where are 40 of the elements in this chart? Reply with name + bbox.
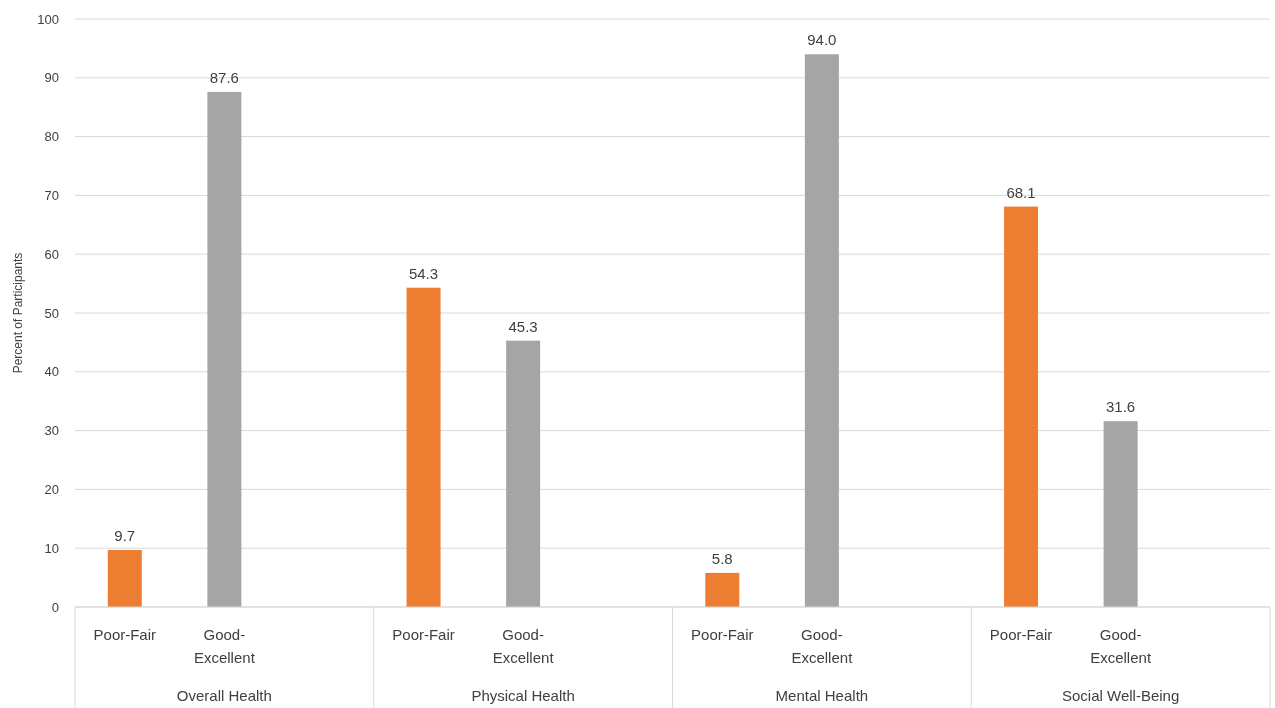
bar xyxy=(207,91,242,607)
y-tick-label: 10 xyxy=(44,540,59,556)
text: Good-Excellent xyxy=(193,626,255,666)
y-tick-label: 0 xyxy=(51,599,59,615)
text: 5.8 xyxy=(711,549,733,567)
y-tick-label: 90 xyxy=(44,70,59,86)
y-tick-label: 40 xyxy=(44,364,59,380)
text: Poor-Fair xyxy=(691,626,754,643)
text: 31.6 xyxy=(1106,398,1136,416)
bar xyxy=(705,572,740,607)
series-label: Good-Excellent xyxy=(1090,626,1152,666)
y-tick-label: 60 xyxy=(44,246,59,262)
bar xyxy=(406,287,441,607)
y-tick-label: 80 xyxy=(44,129,59,145)
y-tick-label: 30 xyxy=(44,423,59,439)
x-tick-label: Overall Health xyxy=(176,687,272,704)
text: Good-Excellent xyxy=(492,626,554,666)
text: Poor-Fair xyxy=(989,626,1053,643)
y-tick-label: 50 xyxy=(44,305,59,321)
text: 87.6 xyxy=(209,68,239,86)
y-tick-label: 100 xyxy=(37,11,59,27)
bar xyxy=(1103,421,1138,607)
y-axis-title: Percent of Participants xyxy=(11,252,25,374)
bar xyxy=(1004,206,1039,607)
y-tick-label: 20 xyxy=(44,481,59,497)
bar xyxy=(804,54,839,607)
text: 54.3 xyxy=(408,264,439,282)
y-tick-label: 70 xyxy=(44,187,59,203)
bar xyxy=(107,549,142,607)
x-tick-label: Mental Health xyxy=(775,687,869,704)
text: Poor-Fair xyxy=(93,626,157,643)
text: 94.0 xyxy=(807,31,837,49)
series-label: Poor-Fair xyxy=(392,626,455,643)
x-tick-label: Social Well-Being xyxy=(1061,687,1180,704)
text: Good-Excellent xyxy=(791,626,853,666)
bar xyxy=(506,340,541,607)
text: 45.3 xyxy=(508,317,538,335)
text: 68.1 xyxy=(1006,183,1036,201)
text: 9.7 xyxy=(114,526,136,544)
x-tick-label: Physical Health xyxy=(471,687,575,704)
